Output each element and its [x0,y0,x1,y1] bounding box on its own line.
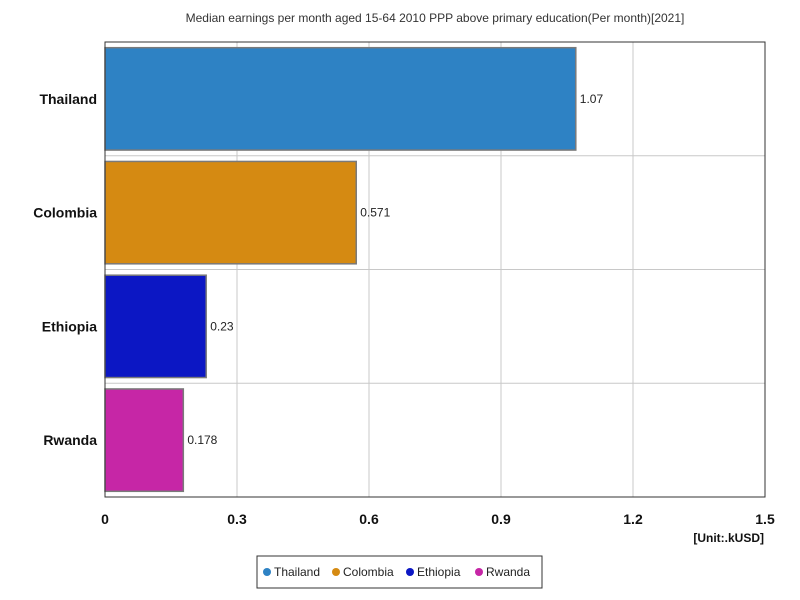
x-tick-label: 1.5 [755,511,775,527]
legend-entry: Ethiopia [417,565,461,579]
legend-marker [475,568,483,576]
unit-label: [Unit:.kUSD] [693,531,764,545]
value-label: 1.07 [580,92,604,106]
bar-rwanda [104,388,185,493]
category-label: Colombia [33,205,97,221]
x-tick-label: 0.6 [359,511,379,527]
x-tick-label: 1.2 [623,511,643,527]
value-label: 0.571 [360,206,390,220]
bar-thailand [104,46,577,151]
x-tick-label: 0 [101,511,109,527]
x-tick-label: 0.9 [491,511,511,527]
value-label: 0.178 [187,433,217,447]
x-tick-label: 0.3 [227,511,247,527]
legend-entry: Thailand [274,565,320,579]
bar-ethiopia [104,274,207,379]
category-labels: Thailand Colombia Ethiopia Rwanda [33,91,97,448]
value-label: 0.23 [210,319,234,333]
legend-marker [332,568,340,576]
legend-marker [406,568,414,576]
plot-border [104,41,766,498]
category-label: Rwanda [43,432,97,448]
legend-marker [263,568,271,576]
legend: Thailand Colombia Ethiopia Rwanda [256,555,543,589]
chart-title: Median earnings per month aged 15-64 201… [186,11,685,25]
bars: 1.07 0.571 0.23 0.178 [104,46,604,493]
legend-box [256,555,543,589]
legend-entry: Rwanda [486,565,530,579]
category-label: Ethiopia [42,318,97,334]
category-label: Thailand [39,91,97,107]
legend-entry: Colombia [343,565,394,579]
bar-colombia [104,160,357,265]
x-tick-labels: 0 0.3 0.6 0.9 1.2 1.5 [101,511,775,527]
